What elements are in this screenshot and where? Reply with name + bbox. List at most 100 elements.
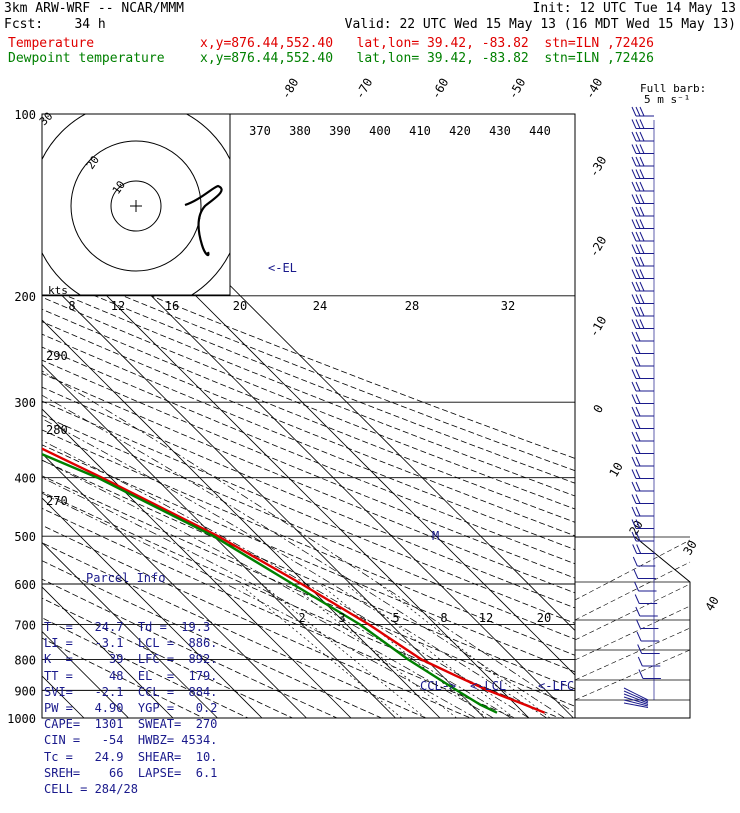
theta-label: 370 — [249, 124, 271, 138]
wind-barb-flag — [631, 156, 637, 167]
wind-legend-line2: 5 m s⁻¹ — [644, 93, 690, 106]
theta-label: 420 — [449, 124, 471, 138]
ccl-label: CCL-> — [420, 679, 456, 693]
wind-barb-low — [623, 693, 649, 704]
parcel-info-row: CAPE= 1301 SWEAT= 270 — [44, 717, 218, 732]
valid-time: Valid: 22 UTC Wed 15 May 13 (16 MDT Wed … — [344, 17, 736, 32]
hodograph-speed-tick: 20 — [233, 299, 247, 313]
wind-barb-flag — [634, 594, 640, 604]
isotherm-line — [42, 408, 352, 718]
wind-barb-flag — [639, 206, 645, 217]
dry-adiabat-line — [42, 542, 427, 718]
model-title: 3km ARW-WRF -- NCAR/MMM — [4, 1, 185, 16]
extension-adiabat-line — [574, 605, 691, 661]
dry-adiabat-line — [42, 459, 575, 690]
wind-barb-flag — [635, 219, 641, 229]
wind-barb-flag — [635, 419, 641, 429]
temperature-tick: 10 — [606, 460, 625, 480]
hodograph-ring — [70, 140, 202, 272]
dry-adiabat-line — [42, 261, 575, 472]
wind-barb-flag — [631, 481, 637, 492]
wind-barb-flag — [639, 156, 645, 167]
theta-label: 430 — [489, 124, 511, 138]
extension-adiabat-line — [574, 627, 691, 681]
pressure-label: 700 — [14, 618, 36, 632]
theta-label: 440 — [529, 124, 551, 138]
wind-barb-flag — [635, 506, 641, 517]
dry-adiabat-line — [42, 308, 575, 523]
wind-barb-flag — [631, 169, 637, 179]
wind-barb-flag — [639, 131, 645, 142]
parcel-info-title: Parcel Info — [86, 571, 166, 586]
lower-extension-frame — [575, 536, 691, 719]
wind-barb-flag — [635, 144, 641, 154]
isotherm-line — [42, 586, 174, 718]
forecast-hour: Fcst: 34 h — [4, 17, 106, 32]
temperature-tick: -80 — [278, 76, 301, 102]
wind-barb-flag — [631, 344, 637, 354]
wind-barb-flag — [639, 181, 645, 192]
wind-barb-flag — [635, 444, 641, 454]
extension-adiabat-line — [574, 561, 691, 621]
dewpoint-profile-line — [42, 452, 498, 714]
mixing-ratio-label: 5 — [392, 611, 399, 625]
wind-barb-flag — [631, 331, 637, 342]
wind-barb-flag — [631, 531, 637, 542]
wind-barb-flag — [631, 494, 637, 504]
wind-barb-flag — [631, 144, 637, 154]
wind-barb-low — [623, 690, 649, 702]
wind-barb-flag — [632, 544, 638, 554]
wind-barb-flag — [635, 319, 641, 329]
isotherm-line — [42, 452, 307, 718]
hodograph-ring-label: 20 — [84, 153, 102, 171]
dewpoint-legend: Dewpoint temperature — [8, 51, 165, 66]
wind-barb-flag — [631, 456, 637, 467]
wind-barb-flag — [631, 306, 637, 317]
temperature-tick: -60 — [428, 76, 451, 102]
extension-adiabat-line — [574, 649, 691, 701]
wind-barb-flag — [639, 144, 645, 154]
pressure-label: 500 — [14, 530, 36, 544]
wind-barb-flag — [635, 381, 641, 392]
wind-barb-flag — [635, 231, 641, 242]
isotherm-line — [42, 497, 263, 718]
pressure-label: 1000 — [7, 712, 36, 726]
wind-barb-flag — [635, 481, 641, 492]
hodograph-speed-tick: 16 — [165, 299, 179, 313]
wind-barb-flag — [631, 181, 637, 192]
parcel-info-row: Tc = 24.9 SHEAR= 10. — [44, 749, 218, 764]
dewpoint-location: x,y=876.44,552.40 lat,lon= 39.42, -83.82… — [200, 51, 654, 66]
hodograph-trace — [184, 184, 223, 257]
dry-adiabat-line — [42, 296, 575, 510]
dry-adiabat-line — [42, 346, 575, 565]
pressure-label: 200 — [14, 290, 36, 304]
moist-adiabat-line — [42, 394, 565, 718]
moist-adiabat-line — [42, 492, 476, 718]
wind-barb-flag — [637, 644, 643, 654]
wind-barb-flag — [635, 331, 641, 342]
wind-barb-flag — [631, 131, 637, 142]
hodograph-speed-tick: 8 — [68, 299, 75, 313]
moist-adiabat-line — [42, 459, 512, 718]
wind-barb-flag — [639, 169, 645, 179]
mixed-layer-label: M — [432, 529, 439, 543]
wind-barb-flag — [635, 169, 641, 179]
wind-barb-flag — [639, 119, 645, 129]
moist-adiabat-line — [42, 370, 575, 714]
wind-barb-flag — [639, 306, 645, 317]
wind-barb-flag — [631, 231, 637, 242]
wind-barb-flag — [635, 344, 641, 354]
isotherm-line — [42, 541, 218, 718]
wind-barb-flag — [635, 406, 641, 417]
temperature-tick: -10 — [586, 314, 609, 340]
wind-barb-flag — [631, 106, 637, 117]
lfc-label: <-LFC — [538, 679, 574, 693]
wind-barb-flag — [631, 519, 637, 529]
wind-barb-flag — [636, 631, 642, 642]
wind-barb-flag — [635, 294, 641, 304]
wind-barb-flag — [639, 256, 645, 267]
wind-barb-flag — [631, 506, 637, 517]
pressure-label: 600 — [14, 578, 36, 592]
mixing-ratio-label: 2 — [298, 611, 305, 625]
extension-adiabat-line — [574, 539, 691, 601]
